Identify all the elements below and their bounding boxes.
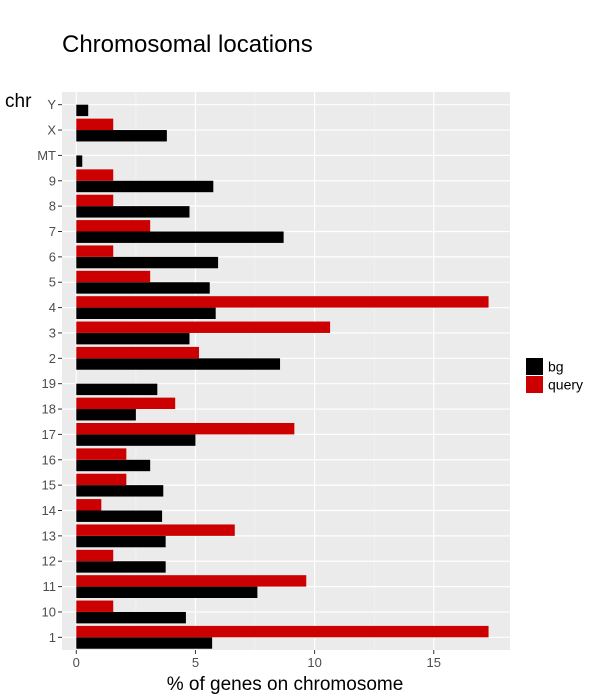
y-tick-label: 1 xyxy=(49,630,56,645)
bar-query xyxy=(76,169,114,181)
bar-bg xyxy=(76,155,83,167)
y-tick-label: 8 xyxy=(49,199,56,214)
bar-bg xyxy=(76,485,164,497)
y-tick-label: 10 xyxy=(42,604,56,619)
bar-bg xyxy=(76,409,136,421)
bar-bg xyxy=(76,130,167,142)
bar-query xyxy=(76,245,114,257)
bar-query xyxy=(76,194,114,207)
x-tick-label: 5 xyxy=(192,655,199,670)
bar-query xyxy=(76,422,295,435)
y-tick-label: 7 xyxy=(49,224,56,239)
bar-query xyxy=(76,499,102,511)
bar-bg xyxy=(76,535,166,548)
bar-query xyxy=(76,549,114,562)
bar-query xyxy=(76,346,200,359)
y-axis-ticks: 1 10 11 12 13 14 15 16 17 18 19 2 3 4 5 6 7 8 9 MT XY xyxy=(37,97,62,645)
bar-bg xyxy=(76,586,258,599)
x-tick-label: 10 xyxy=(307,655,321,670)
bar-query xyxy=(76,270,151,283)
legend-label-bg: bg xyxy=(548,359,564,375)
bar-query xyxy=(76,220,151,232)
bars xyxy=(76,104,489,649)
y-axis-title: chr xyxy=(5,91,32,112)
y-tick-label: MT xyxy=(37,148,56,163)
bar-bg xyxy=(76,611,186,624)
bar-bg xyxy=(76,510,163,522)
bar-bg xyxy=(76,383,158,396)
legend-label-query: query xyxy=(548,377,583,393)
y-tick-label: 18 xyxy=(42,402,56,417)
bar-bg xyxy=(76,256,219,269)
bar-bg xyxy=(76,307,216,320)
y-tick-label: 14 xyxy=(42,503,56,518)
bar-query xyxy=(76,118,114,131)
bar-bg xyxy=(76,358,281,370)
bar-query xyxy=(76,473,127,486)
chart-title: Chromosomal locations xyxy=(62,31,313,58)
bar-bg xyxy=(76,434,196,446)
y-tick-label: 16 xyxy=(42,452,56,467)
bar-bg xyxy=(76,206,190,218)
y-tick-label: 5 xyxy=(49,275,56,290)
x-tick-label: 15 xyxy=(427,655,441,670)
bar-bg xyxy=(76,104,89,117)
bar-bg xyxy=(76,282,210,294)
y-tick-label: X xyxy=(47,123,56,138)
bar-bg xyxy=(76,459,151,472)
y-tick-label: 3 xyxy=(49,325,56,340)
y-tick-label: 15 xyxy=(42,478,56,493)
bar-bg xyxy=(76,637,213,649)
y-tick-label: 4 xyxy=(49,300,56,315)
bar-query xyxy=(76,321,331,333)
y-tick-label: 9 xyxy=(49,173,56,188)
bar-bg xyxy=(76,180,214,193)
y-tick-label: 17 xyxy=(42,427,56,442)
bar-bg xyxy=(76,561,166,573)
y-tick-label: Y xyxy=(47,97,56,112)
y-tick-label: 6 xyxy=(49,249,56,264)
x-tick-label: 0 xyxy=(73,655,80,670)
legend: bg query xyxy=(526,358,583,393)
bar-query xyxy=(76,625,489,638)
bar-bg xyxy=(76,332,190,345)
y-tick-label: 12 xyxy=(42,554,56,569)
bar-bg xyxy=(76,231,284,243)
bar-query xyxy=(76,448,127,460)
x-axis-title: % of genes on chromosome xyxy=(167,674,404,695)
legend-key-bg xyxy=(526,358,543,375)
y-tick-label: 11 xyxy=(43,579,57,594)
bar-query xyxy=(76,397,176,410)
bar-query xyxy=(76,575,307,587)
x-axis-ticks: 0 5 10 15 xyxy=(73,650,441,670)
bar-query xyxy=(76,296,489,308)
y-tick-label: 13 xyxy=(42,528,56,543)
bar-query xyxy=(76,524,235,536)
y-tick-label: 2 xyxy=(49,351,56,366)
y-tick-label: 19 xyxy=(42,376,56,391)
bar-query xyxy=(76,600,114,612)
legend-key-query xyxy=(526,376,543,393)
